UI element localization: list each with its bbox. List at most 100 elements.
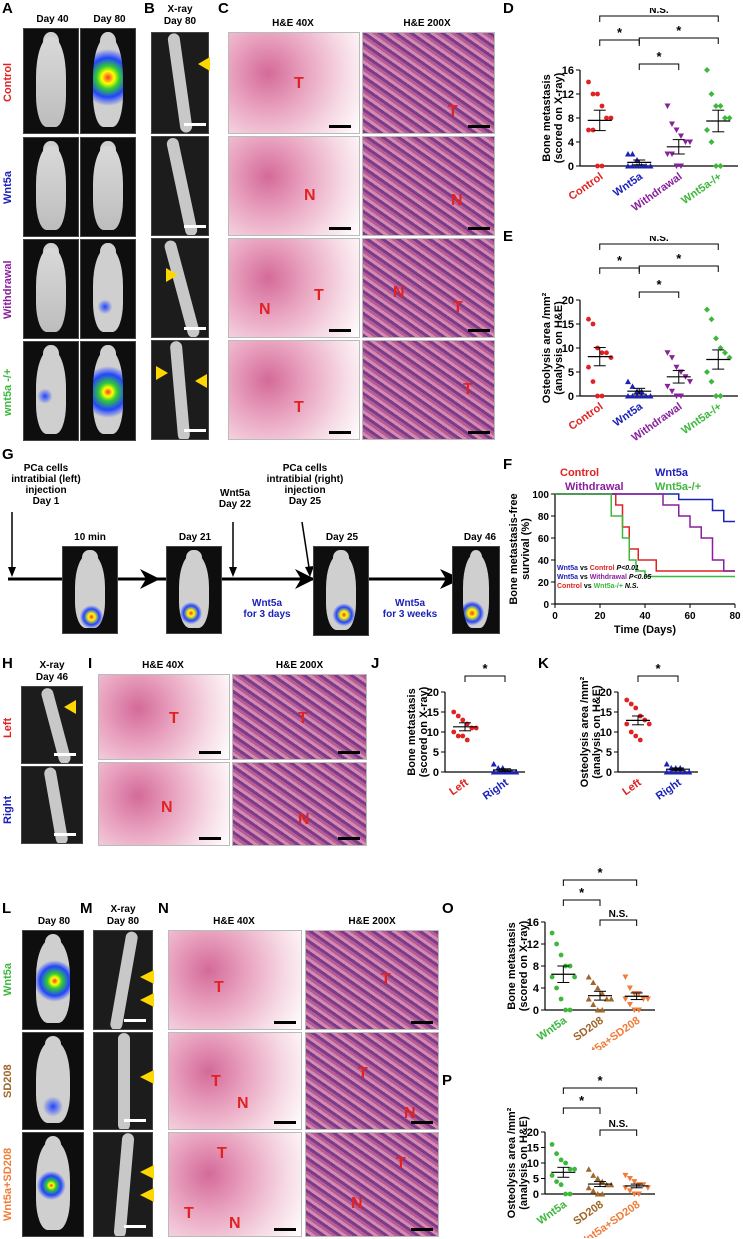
significance-bracket	[562, 899, 601, 906]
data-point	[643, 163, 649, 169]
i-col1: H&E 40X	[142, 660, 184, 671]
g-step1: PCa cells intratibial (left) injection D…	[11, 463, 81, 507]
b-arrow-4	[195, 374, 207, 388]
data-point	[455, 733, 461, 739]
data-point	[713, 393, 719, 399]
y-tick-label: 15	[427, 707, 439, 719]
significance-bracket	[599, 243, 719, 250]
data-point	[499, 769, 506, 775]
data-point	[669, 151, 675, 157]
data-point	[572, 1166, 577, 1172]
data-point	[549, 1173, 555, 1178]
panel-letter-k: K	[538, 655, 549, 672]
data-point	[634, 163, 640, 169]
i-col2: H&E 200X	[275, 660, 324, 671]
b-arrow-2	[166, 268, 178, 282]
x-tick-label: 20	[594, 611, 606, 622]
a-mouse-wnt5a-d40	[23, 137, 79, 237]
survival-line-withdrawal	[555, 493, 735, 572]
b-xray-control	[151, 32, 209, 134]
y-tick-label: 40	[538, 556, 550, 567]
b-xray-withdrawal	[151, 238, 209, 338]
data-point	[713, 103, 719, 109]
a-mouse-withdrawal-d80	[80, 239, 136, 339]
significance-label: *	[655, 662, 661, 676]
m-xray-sd208	[93, 1032, 153, 1130]
y-tick-label: 16	[527, 917, 539, 929]
data-point	[626, 1002, 633, 1008]
x-tick-label: Control	[567, 401, 606, 433]
data-point	[554, 941, 559, 947]
y-tick-label: 16	[562, 65, 574, 77]
significance-bracket	[599, 267, 640, 274]
data-point	[624, 697, 630, 703]
data-point	[681, 769, 688, 775]
data-point	[678, 393, 684, 399]
data-point	[628, 701, 634, 707]
significance-bracket	[638, 37, 719, 44]
y-axis-label: Osteolysis area /mm²	[506, 1107, 518, 1218]
panel-letter-c: C	[218, 0, 229, 17]
data-point	[567, 1007, 573, 1013]
data-point	[663, 769, 670, 775]
legend-entry: Withdrawal	[565, 481, 624, 493]
data-point	[717, 163, 724, 169]
data-point	[549, 1142, 555, 1147]
data-point	[604, 115, 609, 121]
g-t1: 10 min	[74, 532, 106, 543]
data-point	[664, 151, 671, 157]
significance-label: N.S.	[609, 909, 629, 920]
data-point	[590, 91, 596, 97]
panel-letter-g: G	[2, 446, 14, 463]
x-tick-label: Wnt5a	[611, 170, 646, 199]
data-point	[638, 393, 645, 399]
m-arrow-4	[140, 1165, 154, 1179]
data-point	[626, 1188, 633, 1194]
y-tick-label: 0	[543, 600, 549, 611]
y-tick-label: 4	[568, 137, 575, 149]
significance-label: *	[579, 885, 585, 900]
stats-part: vs	[578, 565, 590, 572]
data-point	[622, 1185, 629, 1191]
a-mouse-ko-d80	[80, 341, 136, 441]
a-mouse-control-d80	[80, 28, 136, 134]
data-point	[622, 974, 629, 980]
h-title2: Day 46	[35, 672, 69, 683]
n-col2: H&E 200X	[348, 916, 396, 927]
data-point	[640, 996, 647, 1002]
data-point	[495, 769, 502, 775]
significance-label: *	[676, 251, 682, 266]
survival-line-wnt5a	[555, 493, 735, 523]
data-point	[669, 355, 675, 361]
data-point	[646, 721, 652, 727]
m-xray-combo	[93, 1132, 153, 1237]
data-point	[687, 139, 693, 145]
y-axis-label: (scored on X-ray)	[518, 920, 530, 1011]
i-he40-left: T	[98, 674, 230, 760]
data-point	[599, 1191, 606, 1197]
x-tick-label: Control	[567, 171, 606, 203]
y-axis-label: Osteolysis area /mm²	[579, 676, 591, 787]
h-title1: X-ray	[39, 660, 65, 671]
data-point	[460, 733, 466, 739]
data-point	[678, 163, 684, 169]
data-point	[704, 306, 710, 313]
y-axis-label: (scored on X-ray)	[418, 686, 430, 777]
data-point	[608, 355, 614, 360]
panel-letter-l: L	[2, 900, 12, 917]
data-point	[554, 1179, 559, 1184]
significance-label: *	[656, 49, 662, 64]
data-point	[640, 1182, 647, 1188]
data-point	[451, 709, 457, 715]
h-xray-left	[21, 686, 83, 764]
data-point	[558, 952, 564, 958]
stats-line: Control vs Wnt5a-/+ N.S.	[557, 583, 639, 590]
i-he40-right: N	[98, 762, 230, 846]
c-he40-ko: T	[228, 340, 360, 440]
y-tick-label: 60	[538, 534, 550, 545]
m-arrow-3	[140, 1070, 154, 1084]
y-tick-label: 5	[533, 1174, 539, 1186]
stats-part: N.S.	[623, 583, 639, 590]
